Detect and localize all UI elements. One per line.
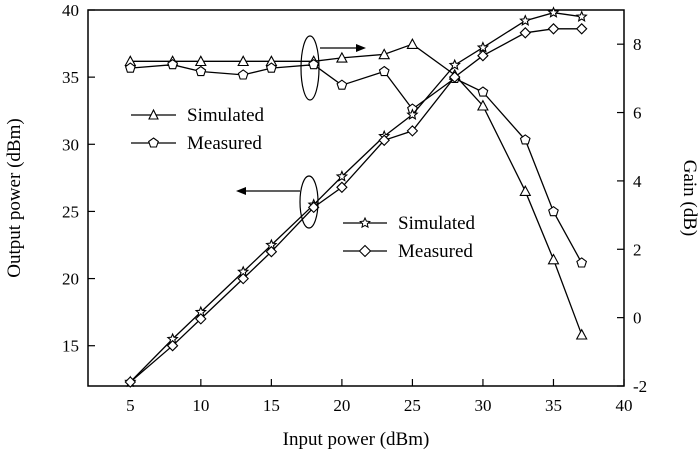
triangle-point xyxy=(476,99,489,111)
legend-gain-entry-simulated: Simulated xyxy=(131,105,265,126)
x-tick-label: 35 xyxy=(545,396,562,415)
star-point xyxy=(476,41,490,53)
triangle-point xyxy=(194,55,207,67)
pentagon-point xyxy=(548,206,559,217)
series-line xyxy=(129,28,582,383)
legend-output-entry-measured: Measured xyxy=(343,241,473,262)
x-tick-label: 25 xyxy=(404,396,421,415)
star-point xyxy=(448,58,461,71)
diamond-point xyxy=(336,181,348,194)
star-point xyxy=(547,6,560,18)
star-point xyxy=(519,14,532,26)
plot-frame xyxy=(87,9,625,387)
pentagon-point xyxy=(336,79,348,90)
x-tick-label: 30 xyxy=(474,396,491,415)
series-layer xyxy=(124,6,588,388)
legend-pentagon-marker xyxy=(148,137,159,148)
gain-group-ellipse xyxy=(300,35,320,101)
pentagon-point xyxy=(519,134,531,145)
y-left-tick-label: 30 xyxy=(62,135,79,154)
pentagon-point xyxy=(378,65,390,77)
x-tick-label: 40 xyxy=(616,396,633,415)
pentagon-point xyxy=(167,59,179,70)
legend-gain: Simulated Measured xyxy=(131,105,265,154)
pentagon-point xyxy=(576,257,588,268)
legend-output-simulated-label: Simulated xyxy=(398,213,476,234)
triangle-point xyxy=(335,51,348,63)
y-right-tick-label: 0 xyxy=(633,309,642,328)
x-axis-ticks: 5 10 15 20 25 30 35 40 xyxy=(126,379,633,415)
series-left-star xyxy=(124,6,588,388)
gain-axis-arrowhead xyxy=(356,44,366,52)
diamond-point xyxy=(575,23,588,35)
pentagon-point xyxy=(237,69,249,80)
series-line xyxy=(129,12,582,383)
diamond-point xyxy=(519,27,532,39)
legend-gain-entry-measured: Measured xyxy=(131,133,262,154)
x-tick-label: 10 xyxy=(192,396,209,415)
diamond-point xyxy=(265,245,278,258)
y-right-tick-label: 8 xyxy=(633,35,642,54)
y-left-tick-label: 25 xyxy=(62,202,79,221)
y-right-tick-label: -2 xyxy=(633,377,647,396)
pentagon-point xyxy=(195,65,207,77)
pentagon-point xyxy=(124,62,136,73)
diamond-point xyxy=(477,49,489,62)
diamond-point xyxy=(448,71,461,83)
diamond-point xyxy=(166,339,179,352)
star-point xyxy=(406,108,419,120)
pentagon-point xyxy=(308,59,320,70)
diamond-point xyxy=(195,313,207,325)
y-left-axis-title: Output power (dBm) xyxy=(4,118,25,277)
y-left-tick-label: 20 xyxy=(62,270,79,289)
triangle-point xyxy=(406,38,419,49)
series-line xyxy=(130,43,583,335)
triangle-point xyxy=(575,328,588,340)
annotations xyxy=(236,35,366,229)
series-line xyxy=(130,64,583,264)
series-right-triangle xyxy=(124,38,588,340)
diamond-point xyxy=(378,134,390,147)
legend-gain-measured-label: Measured xyxy=(187,133,262,154)
y-right-tick-label: 4 xyxy=(633,172,642,191)
x-tick-label: 20 xyxy=(333,396,350,415)
output-group-ellipse xyxy=(299,175,319,229)
triangle-point xyxy=(519,185,532,196)
x-tick-label: 15 xyxy=(263,396,280,415)
star-point xyxy=(575,10,588,22)
x-axis-title: Input power (dBm) xyxy=(283,429,430,450)
y-left-tick-label: 35 xyxy=(62,68,79,87)
y-right-axis-ticks: -2 0 2 4 6 8 xyxy=(617,35,647,396)
pentagon-point xyxy=(265,62,277,73)
triangle-point xyxy=(547,253,560,265)
diamond-point xyxy=(307,201,320,214)
diamond-point xyxy=(547,23,560,35)
diamond-point xyxy=(124,376,137,388)
output-axis-arrowhead xyxy=(236,187,246,195)
legend-diamond-marker xyxy=(358,244,372,258)
y-left-axis-ticks: 15 20 25 30 35 40 xyxy=(62,1,95,356)
y-right-axis-title: Gain (dB) xyxy=(679,160,700,237)
triangle-point xyxy=(378,48,391,60)
y-right-tick-label: 2 xyxy=(633,240,642,259)
diamond-point xyxy=(237,272,249,285)
y-right-tick-label: 6 xyxy=(633,104,642,123)
diamond-point xyxy=(406,125,419,137)
pentagon-point xyxy=(477,86,489,97)
legend-output-entry-simulated: Simulated xyxy=(343,213,476,234)
y-left-tick-label: 15 xyxy=(62,337,79,356)
legend-triangle-marker xyxy=(148,108,159,120)
series-right-pentagon xyxy=(124,59,588,268)
legend-output-measured-label: Measured xyxy=(398,241,473,262)
legend-gain-simulated-label: Simulated xyxy=(187,105,265,126)
x-tick-label: 5 xyxy=(126,396,135,415)
y-left-tick-label: 40 xyxy=(62,1,79,20)
triangle-point xyxy=(237,55,250,67)
series-left-diamond xyxy=(124,23,588,388)
legend-output: Simulated Measured xyxy=(343,213,476,262)
star-point xyxy=(335,170,349,182)
legend-star-marker xyxy=(359,216,371,229)
